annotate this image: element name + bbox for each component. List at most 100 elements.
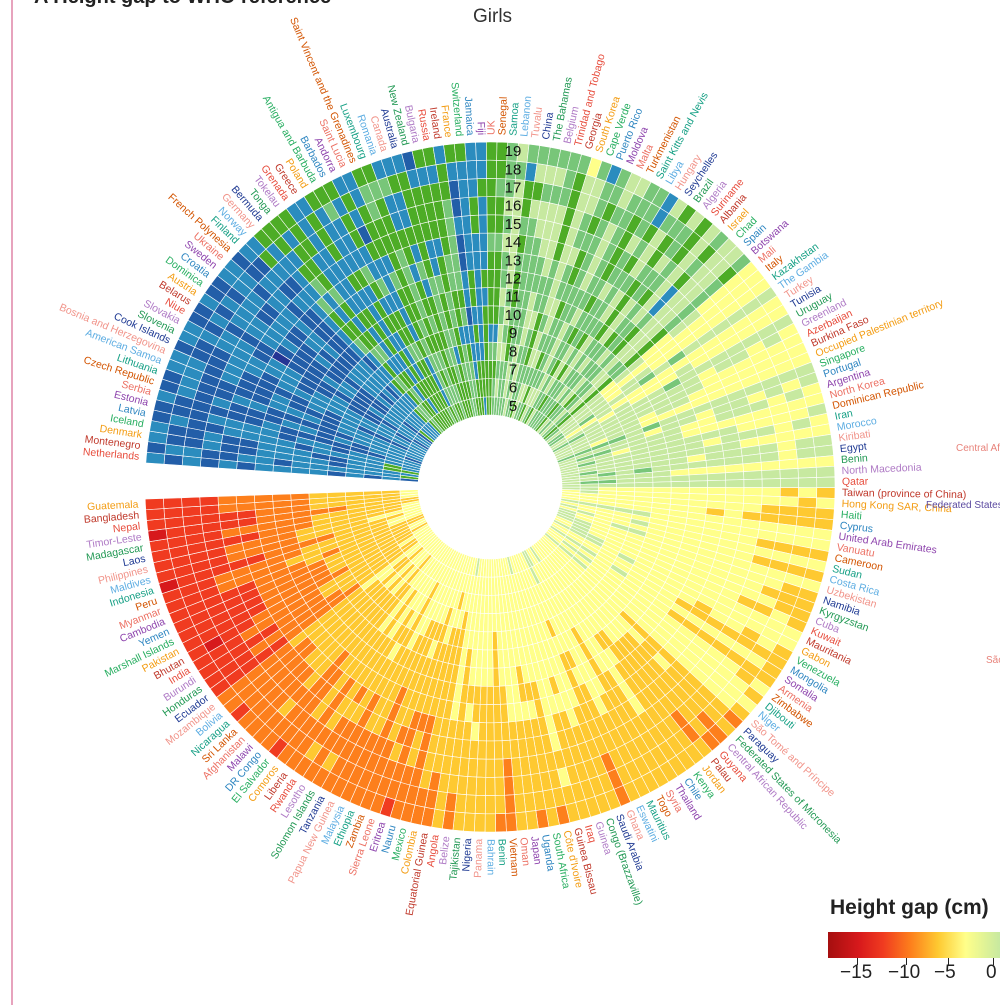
age-tick-label: 14: [505, 234, 522, 251]
heatmap-cell: [254, 494, 274, 503]
clipped-country-label: Federated States o...: [926, 500, 1000, 511]
heatmap-cell: [798, 487, 818, 499]
heatmap-cell: [707, 479, 727, 488]
heatmap-cell: [326, 491, 346, 499]
country-label: France: [438, 104, 454, 138]
heatmap-cell: [725, 471, 745, 481]
country-label: Iran: [834, 407, 854, 422]
legend-tick: [906, 958, 907, 965]
heatmap-cell: [486, 232, 496, 252]
heatmap-cell: [485, 378, 490, 398]
heatmap-cell: [477, 740, 487, 760]
heatmap-cell: [484, 360, 490, 380]
country-label: Angola: [425, 834, 442, 868]
country-label: Benin: [495, 839, 508, 866]
heatmap-cell: [163, 507, 184, 519]
heatmap-cell: [495, 813, 507, 833]
heatmap-cell: [598, 483, 617, 488]
heatmap-cell: [491, 594, 497, 614]
country-label: Fiji: [475, 122, 487, 136]
heatmap-cell: [272, 493, 292, 502]
heatmap-cell: [479, 232, 488, 252]
heatmap-cell: [473, 813, 486, 833]
heatmap-cell: [461, 215, 472, 235]
heatmap-cell: [199, 496, 219, 507]
heatmap-cell: [670, 487, 690, 494]
heatmap-cell: [484, 795, 496, 815]
heatmap-cell: [486, 196, 497, 216]
country-label: Jamaica: [462, 96, 476, 136]
heatmap-cell: [486, 159, 497, 179]
heatmap-cell: [778, 458, 799, 470]
country-label: Benin: [841, 452, 869, 466]
heatmap-cell: [796, 456, 817, 469]
age-tick-label: 17: [505, 180, 522, 197]
age-tick-label: 12: [505, 271, 522, 288]
heatmap-cell: [743, 470, 763, 480]
panel-title: A Height gap to WHO reference: [34, 0, 331, 9]
heatmap-cell: [494, 758, 505, 778]
heatmap-cell: [491, 613, 498, 633]
heatmap-cell: [487, 269, 495, 288]
heatmap-cell: [743, 487, 763, 497]
country-label: North Macedonia: [841, 462, 922, 478]
heatmap-cell: [487, 305, 494, 325]
heatmap-cell: [511, 757, 523, 777]
heatmap-cell: [485, 740, 495, 760]
heatmap-cell: [478, 722, 487, 742]
heatmap-cell: [761, 469, 781, 480]
heatmap-cell: [486, 704, 495, 724]
heatmap-cell: [634, 481, 654, 488]
heatmap-cell: [505, 812, 518, 832]
heatmap-cell: [513, 793, 527, 814]
heatmap-cell: [670, 480, 690, 488]
country-label: Samoa: [507, 102, 521, 136]
heatmap-cell: [493, 740, 504, 760]
country-label: China: [540, 111, 556, 140]
heatmap-cell: [487, 595, 493, 614]
heatmap-cell: [815, 465, 836, 478]
heatmap-cell: [474, 794, 486, 815]
heatmap-cell: [634, 476, 654, 484]
heatmap-cell: [486, 686, 494, 705]
heatmap-cell: [476, 305, 484, 325]
heatmap-cell: [475, 776, 487, 796]
heatmap-cell: [144, 498, 165, 511]
heatmap-cell: [465, 160, 478, 180]
heatmap-cell: [469, 214, 480, 234]
heatmap-cell: [478, 704, 488, 724]
heatmap-cell: [466, 776, 478, 796]
heatmap-cell: [616, 477, 636, 484]
country-label: Panama: [472, 838, 485, 878]
heatmap-cell: [815, 455, 835, 468]
legend-title: Height gap (cm): [830, 896, 989, 919]
country-label: Lebanon: [518, 95, 534, 137]
age-tick-label: 18: [505, 161, 522, 178]
heatmap-cell: [475, 287, 483, 307]
heatmap-cell: [479, 685, 488, 705]
heatmap-cell: [479, 250, 488, 270]
heatmap-cell: [761, 495, 781, 506]
heatmap-cell: [473, 269, 482, 289]
heatmap-cell: [743, 495, 763, 505]
legend-tick: [993, 958, 994, 965]
heatmap-cell: [486, 214, 496, 234]
heatmap-cell: [725, 479, 745, 488]
country-label: Cyprus: [839, 520, 873, 536]
heatmap-cell: [487, 613, 493, 633]
heatmap-cell: [814, 507, 835, 521]
country-label: Qatar: [842, 476, 869, 488]
heatmap-cell: [688, 487, 708, 495]
country-label: Senegal: [496, 96, 509, 135]
heatmap-cell: [493, 704, 502, 724]
heatmap-cell: [499, 685, 508, 705]
country-label: Belize: [437, 835, 452, 865]
country-label: Bangladesh: [83, 509, 139, 525]
country-label: Tajikistan: [447, 837, 463, 881]
heatmap-cell: [181, 496, 201, 508]
country-label: Nepal: [112, 520, 141, 535]
heatmap-cell: [501, 739, 512, 760]
heatmap-cell: [706, 465, 726, 475]
heatmap-cell: [495, 196, 506, 216]
heatmap-cell: [652, 487, 672, 494]
